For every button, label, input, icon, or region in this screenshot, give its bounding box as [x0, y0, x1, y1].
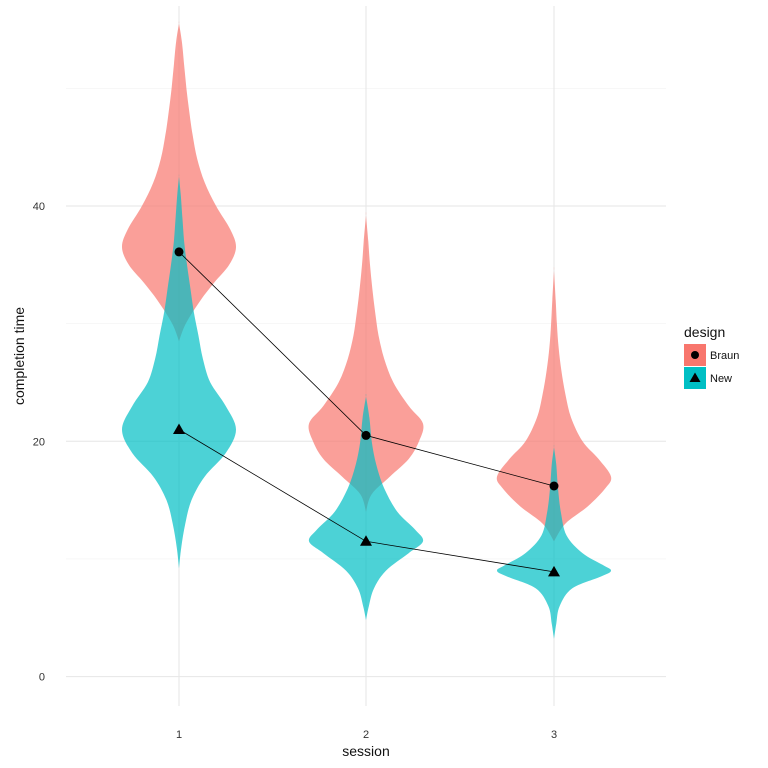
- violin-new-session-3: [496, 444, 612, 639]
- mean-point-braun-session-1: [174, 247, 184, 257]
- y-axis-ticks: 0 20 40: [33, 201, 45, 684]
- violin-new-session-1: [122, 174, 236, 569]
- mean-point-new-session-2: [360, 535, 372, 546]
- legend-item-new: New: [684, 367, 732, 389]
- legend: design Braun New: [684, 324, 739, 389]
- legend-circle-marker-icon: [691, 351, 699, 359]
- violins-layer: [121, 21, 612, 639]
- mean-points-layer: [173, 247, 560, 577]
- mean-point-new-session-3: [548, 565, 560, 577]
- x-axis-ticks: 1 2 3: [176, 729, 557, 741]
- mean-point-braun-session-3: [549, 481, 559, 491]
- y-tick-label: 40: [33, 201, 45, 213]
- y-tick-label: 0: [39, 672, 45, 684]
- legend-title: design: [684, 324, 725, 340]
- legend-item-braun: Braun: [684, 344, 739, 366]
- x-axis-title: session: [342, 743, 389, 759]
- x-tick-label: 3: [551, 729, 557, 741]
- y-tick-label: 20: [33, 436, 45, 448]
- violin-new-session-2: [308, 393, 424, 621]
- mean-point-braun-session-2: [361, 430, 371, 440]
- legend-label-braun: Braun: [710, 350, 739, 362]
- violin-braun-session-2: [308, 212, 424, 512]
- violin-braun-session-3: [496, 267, 612, 542]
- x-tick-label: 1: [176, 729, 182, 741]
- y-axis-title: completion time: [11, 307, 27, 405]
- mean-point-new-session-1: [173, 423, 185, 434]
- x-tick-label: 2: [363, 729, 369, 741]
- legend-label-new: New: [710, 373, 732, 385]
- legend-triangle-marker-icon: [689, 372, 701, 382]
